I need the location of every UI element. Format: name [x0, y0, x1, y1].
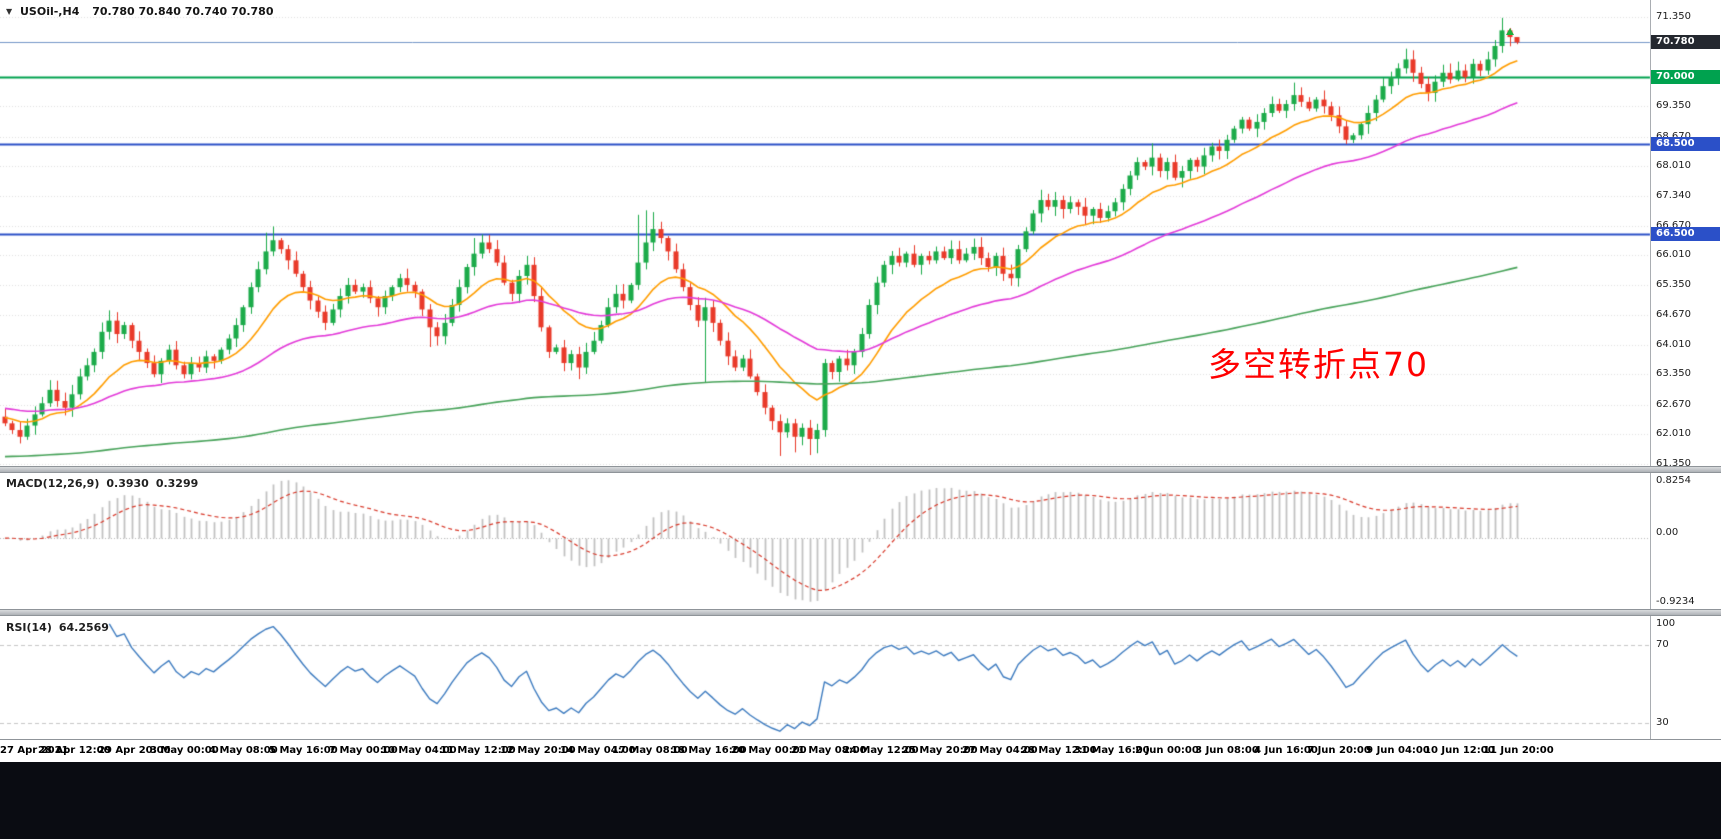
collapse-icon[interactable]: ▼	[6, 7, 13, 16]
price-tick: 68.670	[1656, 131, 1691, 143]
macd-scale-label: 0.8254	[1656, 475, 1691, 486]
symbol-title: USOil-,H4	[20, 5, 80, 18]
time-label: 31 May 16:00	[1074, 745, 1150, 756]
rsi-indicator-label: RSI(14) 64.2569	[6, 621, 116, 634]
time-label: 12 May 20:00	[500, 745, 576, 756]
time-label: 14 May 04:00	[560, 745, 636, 756]
rsi-value: 64.2569	[58, 621, 109, 634]
bid-price-box: 70.780	[1651, 35, 1720, 49]
price-tick: 62.010	[1656, 428, 1691, 439]
price-tick: 68.010	[1656, 160, 1691, 171]
scale-border	[1650, 0, 1651, 739]
time-label: 3 May 00:00	[150, 745, 219, 756]
time-label: 29 Apr 20:00	[98, 745, 171, 756]
price-tick: 66.670	[1656, 220, 1691, 231]
level-price-box: 66.500	[1651, 227, 1720, 241]
macd-indicator-label: MACD(12,26,9) 0.3930 0.3299	[6, 477, 205, 490]
level-price-box: 70.000	[1651, 70, 1720, 84]
macd-value-main: 0.3930	[106, 477, 149, 490]
price-tick: 65.350	[1656, 279, 1691, 290]
time-label: 10 May 04:00	[381, 745, 457, 756]
trend-annotation[interactable]: 多空转折点70	[1208, 345, 1429, 384]
time-label: 3 Jun 08:00	[1195, 745, 1259, 756]
rsi-name: RSI(14)	[6, 621, 52, 634]
rsi-scale-label: 70	[1656, 639, 1669, 650]
time-label: 9 Jun 04:00	[1366, 745, 1430, 756]
price-tick: 61.350	[1656, 458, 1691, 469]
rsi-scale-label: 100	[1656, 618, 1676, 629]
pane-separator-macd[interactable]	[0, 466, 1721, 473]
time-axis[interactable]: 27 Apr 2021 28 Apr 12:00 29 Apr 20:00 3 May…	[0, 740, 1721, 762]
time-label: 4 Jun 16:00	[1254, 745, 1318, 756]
time-label: 20 May 00:00	[731, 745, 807, 756]
time-label: 4 May 08:00	[209, 745, 278, 756]
price-scale[interactable]: 71.350 69.350 68.670 68.010 67.340 66.670 66.0…	[1651, 0, 1721, 762]
time-label: 10 Jun 12:00	[1424, 745, 1495, 756]
rsi-scale-label: 30	[1656, 717, 1669, 728]
time-label: 27 May 04:00	[962, 745, 1038, 756]
price-tick: 71.350	[1656, 11, 1691, 22]
time-label: 27 Apr 2021	[0, 745, 69, 756]
chart-header: ▼ USOil-,H4 70.780 70.840 70.740 70.780	[6, 5, 273, 18]
price-tick: 64.010	[1656, 339, 1691, 350]
time-label: 21 May 08:00	[791, 745, 867, 756]
time-label: 25 May 20:00	[902, 745, 978, 756]
pane-separator-rsi[interactable]	[0, 609, 1721, 616]
price-tick: 64.670	[1656, 309, 1691, 320]
time-label: 11 Jun 20:00	[1483, 745, 1554, 756]
time-label: 24 May 12:00	[843, 745, 919, 756]
time-label: 17 May 08:00	[612, 745, 688, 756]
bottom-bar	[0, 762, 1721, 839]
price-tick: 63.350	[1656, 368, 1691, 379]
chart-canvas[interactable]	[0, 0, 1721, 762]
time-label: 7 May 00:00	[329, 745, 398, 756]
time-label: 28 Apr 12:00	[38, 745, 111, 756]
price-tick: 69.350	[1656, 100, 1691, 111]
chart-bottom-border	[0, 739, 1721, 740]
macd-scale-label: -0.9234	[1656, 596, 1695, 607]
time-label: 5 May 16:00	[269, 745, 338, 756]
time-label: 7 Jun 20:00	[1307, 745, 1371, 756]
time-label: 2 Jun 00:00	[1135, 745, 1199, 756]
price-tick: 66.010	[1656, 249, 1691, 260]
time-label: 18 May 16:00	[671, 745, 747, 756]
macd-scale-label: 0.00	[1656, 526, 1679, 538]
level-price-box: 68.500	[1651, 137, 1720, 151]
macd-name: MACD(12,26,9)	[6, 477, 100, 490]
price-tick: 67.340	[1656, 190, 1691, 201]
price-tick: 62.670	[1656, 399, 1691, 410]
ohlc-values: 70.780 70.840 70.740 70.780	[92, 5, 274, 18]
time-label: 11 May 12:00	[440, 745, 516, 756]
buy-arrow-icon	[1506, 28, 1514, 35]
macd-value-signal: 0.3299	[155, 477, 199, 490]
time-label: 28 May 12:00	[1021, 745, 1097, 756]
